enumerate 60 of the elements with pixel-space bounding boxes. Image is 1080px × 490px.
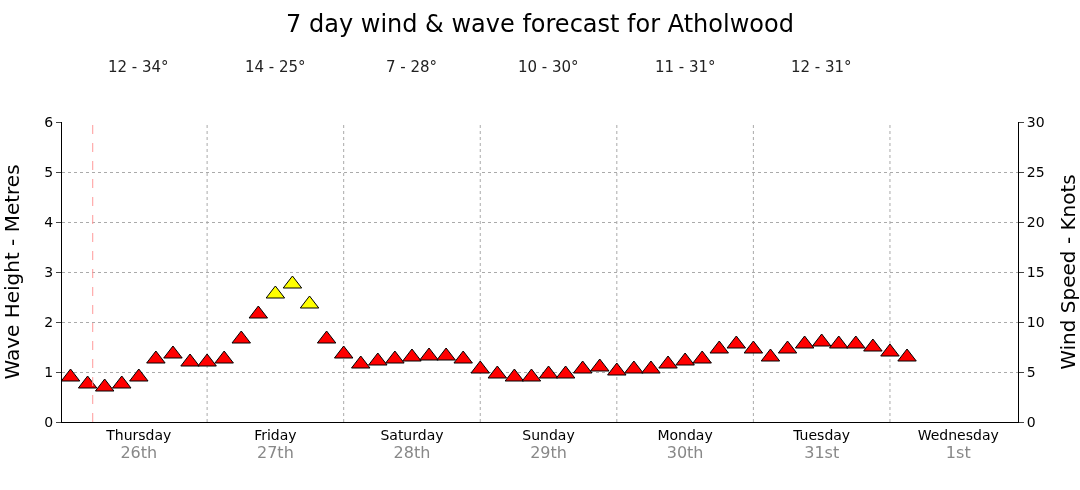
point <box>231 330 251 344</box>
point <box>863 338 883 352</box>
point <box>180 353 200 367</box>
point <box>112 375 132 389</box>
point <box>385 350 405 364</box>
point <box>197 353 217 367</box>
text: 11 - 31° <box>655 58 716 76</box>
text: 10 - 30° <box>518 58 579 76</box>
point <box>453 350 473 364</box>
x-tick-label: Monday 30th <box>657 426 713 462</box>
y2-tick-label: 20 <box>1026 213 1045 230</box>
point <box>436 347 456 361</box>
point <box>163 345 183 359</box>
point <box>146 350 166 364</box>
point <box>846 335 866 349</box>
y-tick-label: 1 <box>44 363 54 380</box>
chart-title: 7 day wind & wave forecast for Atholwood <box>286 9 794 38</box>
point <box>402 348 422 362</box>
point <box>470 360 490 374</box>
x-tick-label: Thursday 26th <box>105 426 172 462</box>
point <box>880 343 900 357</box>
point <box>351 355 371 369</box>
point <box>709 340 729 354</box>
point <box>62 368 81 382</box>
y-tick-label: 4 <box>44 213 54 230</box>
y-tick-label: 3 <box>44 263 54 280</box>
y2-tick-label: 15 <box>1026 263 1045 280</box>
text: 12 - 31° <box>791 58 852 76</box>
point <box>214 350 234 364</box>
text: 12 - 34° <box>108 58 169 76</box>
x-tick-label: Saturday 28th <box>380 426 444 462</box>
x-tick-label: Sunday 29th <box>522 426 575 462</box>
text: 7 - 28° <box>386 58 438 76</box>
y-tick-label: 6 <box>44 113 54 130</box>
x-tick-label: Tuesday 31st <box>792 426 851 462</box>
point <box>368 352 388 366</box>
point <box>590 358 610 372</box>
y2-tick-label: 25 <box>1026 163 1045 180</box>
text: 14 - 25° <box>245 58 306 76</box>
y-tick-label: 2 <box>44 313 54 330</box>
point <box>129 368 149 382</box>
y-axis-title: Wave Height - Metres <box>0 164 24 380</box>
point <box>419 347 439 361</box>
point <box>624 360 644 374</box>
y2-tick-label: 30 <box>1026 113 1045 130</box>
point <box>641 360 661 374</box>
point <box>607 362 627 376</box>
y2-tick-label: 10 <box>1026 313 1045 330</box>
y2-axis-title: Wind Speed - Knots <box>1056 174 1080 370</box>
point <box>897 348 917 362</box>
y-tick-label: 0 <box>44 413 54 430</box>
point <box>675 352 695 366</box>
point <box>658 355 678 369</box>
point <box>692 350 712 364</box>
point <box>829 335 849 349</box>
y2-tick-label: 5 <box>1026 363 1036 380</box>
y-tick-label: 5 <box>44 163 54 180</box>
x-tick-label: Friday 27th <box>254 426 297 462</box>
y2-tick-label: 0 <box>1026 413 1036 430</box>
x-tick-label: Wednesday 1st <box>917 426 999 462</box>
